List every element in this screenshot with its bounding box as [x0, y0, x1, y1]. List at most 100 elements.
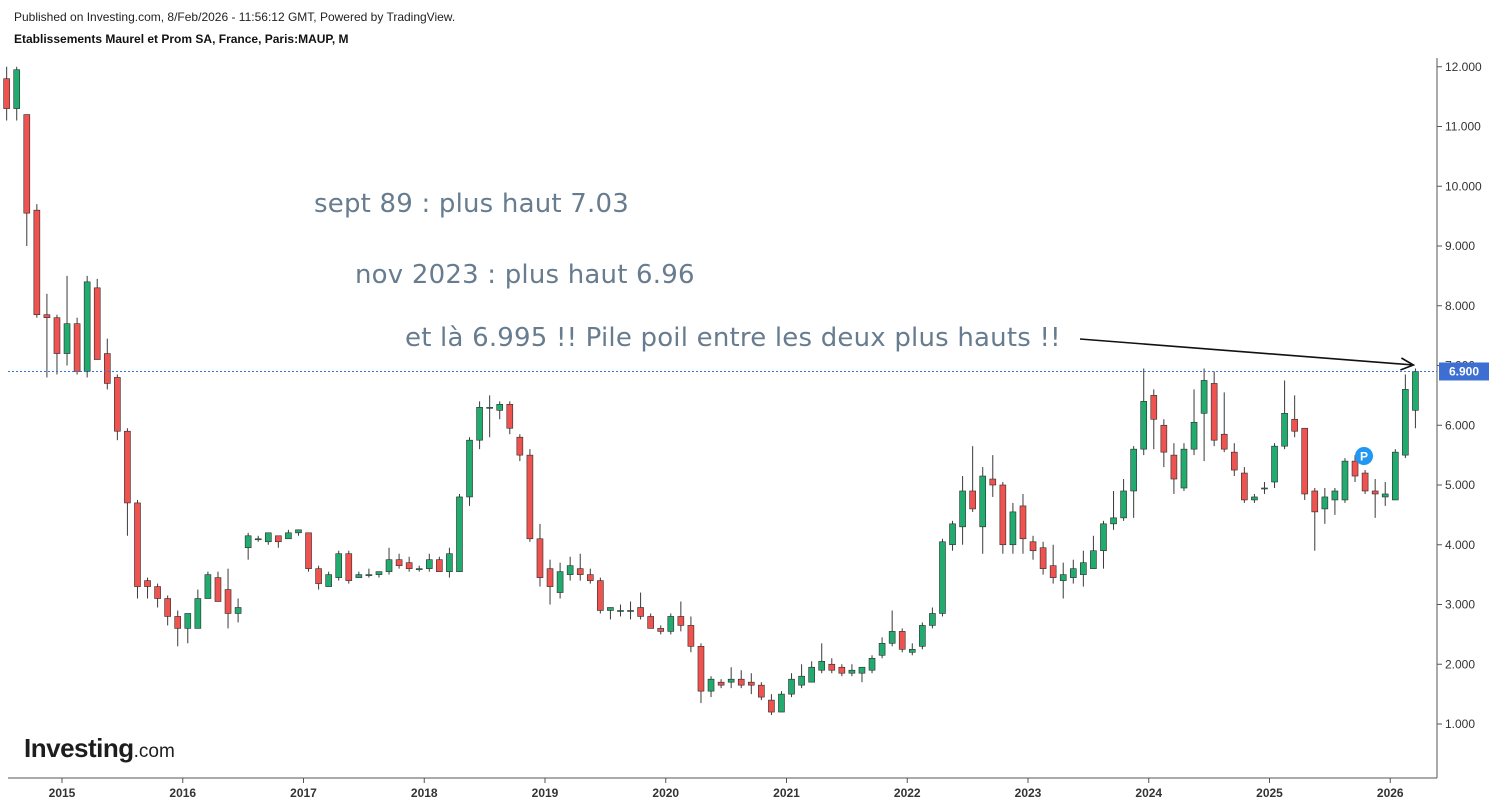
candle-body — [315, 568, 322, 584]
candle — [154, 583, 161, 608]
candle-body — [1019, 505, 1027, 540]
candle-body — [154, 586, 161, 599]
candle-body — [868, 657, 876, 671]
candle-body — [1140, 401, 1148, 450]
candle-body — [1009, 511, 1017, 546]
chart-title: Etablissements Maurel et Prom SA, France… — [14, 32, 349, 46]
candle — [788, 673, 795, 698]
x-tick-label: 2023 — [1015, 786, 1042, 800]
candle — [969, 446, 976, 512]
candle — [1080, 550, 1087, 587]
candle-body — [687, 625, 695, 647]
candle-body — [405, 562, 413, 569]
candle-body — [627, 610, 634, 612]
candle-body — [224, 589, 232, 614]
y-tick-label: 9.000 — [1445, 239, 1475, 253]
candle-body — [275, 535, 282, 543]
candle-body — [214, 577, 222, 602]
candle — [83, 275, 91, 378]
candle-body — [23, 114, 31, 214]
candle — [184, 613, 192, 644]
candle — [496, 401, 504, 420]
candle — [1391, 449, 1399, 501]
candle — [697, 643, 705, 704]
candle — [687, 616, 695, 653]
annotation-1: sept 89 : plus haut 7.03 — [314, 189, 629, 219]
x-tick-label: 2019 — [532, 786, 559, 800]
candle — [446, 547, 453, 578]
candle — [254, 535, 262, 542]
candle — [436, 556, 443, 572]
candle — [275, 535, 282, 548]
candle-body — [898, 631, 906, 650]
candle — [3, 66, 10, 121]
candle-body — [1301, 427, 1309, 495]
candle-body — [365, 574, 373, 576]
candle-body — [778, 693, 785, 713]
candle — [607, 607, 614, 620]
y-tick-label: 12.000 — [1445, 60, 1482, 74]
candle-body — [647, 616, 654, 629]
y-tick-label: 8.000 — [1445, 299, 1475, 313]
candle-body — [1150, 395, 1158, 420]
candle-body — [607, 607, 614, 611]
candle — [506, 401, 514, 435]
candle — [1150, 389, 1158, 450]
candle-body — [1371, 490, 1379, 495]
investing-logo: Investing.com — [24, 733, 175, 764]
candle-body — [516, 436, 524, 456]
candle — [768, 694, 775, 716]
candle-body — [888, 631, 896, 644]
candle — [194, 589, 202, 629]
candle-body — [1271, 445, 1278, 483]
candle-body — [657, 628, 665, 632]
candle-body — [747, 681, 755, 686]
candle-body — [456, 496, 463, 572]
candle — [1220, 392, 1228, 453]
candle — [1381, 482, 1389, 506]
published-credit: Published on Investing.com, 8/Feb/2026 -… — [14, 10, 456, 24]
chart-axes: 1.0002.0003.0004.0005.0006.0007.0008.000… — [8, 58, 1482, 800]
candle — [919, 622, 926, 650]
candle — [1351, 455, 1359, 483]
candle — [405, 556, 413, 572]
annotation-arrow-line — [1079, 338, 1414, 366]
candle-body — [1241, 472, 1248, 501]
candle-body — [637, 607, 644, 617]
candle — [1009, 502, 1017, 554]
candle-body — [1120, 490, 1127, 519]
candle — [1291, 395, 1298, 438]
candle — [204, 571, 212, 599]
candle — [13, 66, 21, 121]
candle-body — [576, 568, 584, 575]
candle-body — [1331, 490, 1339, 501]
candle-body — [858, 666, 866, 674]
candle — [476, 401, 483, 450]
candle — [758, 682, 765, 701]
candle-body — [425, 559, 433, 569]
candle-body — [919, 625, 926, 647]
candle-body — [999, 484, 1007, 546]
candle-body — [838, 666, 846, 674]
candle-body — [1039, 547, 1047, 569]
candle-body — [1029, 541, 1037, 552]
candle-body — [436, 559, 443, 572]
candle-body — [234, 607, 242, 614]
candle — [667, 613, 675, 635]
candle-body — [466, 439, 473, 498]
candle — [868, 655, 876, 674]
candle-body — [556, 571, 564, 593]
candle — [878, 637, 886, 659]
candle — [1402, 374, 1409, 459]
candle — [939, 538, 946, 617]
candle — [1311, 487, 1319, 551]
candle — [295, 529, 302, 536]
candle-body — [305, 532, 312, 569]
candle — [677, 601, 685, 632]
candle-body — [929, 613, 936, 626]
x-tick-label: 2016 — [169, 786, 196, 800]
y-tick-label: 4.000 — [1445, 538, 1475, 552]
candle — [1170, 443, 1178, 494]
candle — [114, 374, 121, 441]
